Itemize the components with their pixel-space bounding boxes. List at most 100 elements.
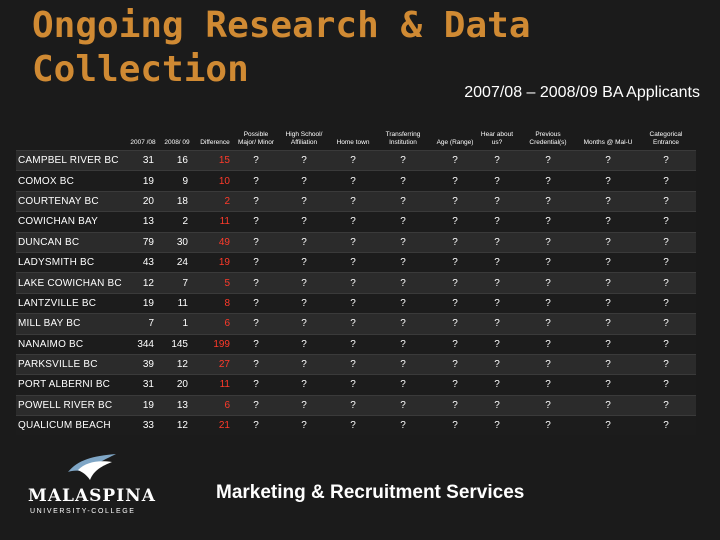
applicant-count-cell: 11 [177, 297, 188, 309]
unknown-value-cell: ? [663, 379, 669, 391]
unknown-value-cell: ? [663, 195, 669, 207]
unknown-value-cell: ? [301, 359, 307, 371]
unknown-value-cell: ? [253, 257, 259, 269]
applicant-count-cell: 43 [142, 257, 154, 269]
applicant-count-cell: 20 [142, 195, 154, 207]
slide-title: Ongoing Research & Data Collection [32, 4, 531, 92]
applicant-count-cell: 12 [176, 420, 188, 432]
applicant-count-cell: 12 [176, 359, 188, 371]
unknown-value-cell: ? [301, 277, 307, 289]
city-name-cell: LADYSMITH BC [18, 257, 95, 269]
column-header: Previous Credential(s) [529, 131, 567, 146]
table-row: MILL BAY BC 7 1 6????????? [16, 313, 696, 335]
column-header: Hear about us? [480, 131, 514, 146]
unknown-value-cell: ? [545, 359, 551, 371]
difference-cell: 2 [224, 195, 230, 207]
applicant-count-cell: 30 [176, 236, 188, 248]
unknown-value-cell: ? [663, 155, 669, 167]
title-line-2: Collection [32, 49, 249, 90]
unknown-value-cell: ? [350, 277, 356, 289]
unknown-value-cell: ? [400, 379, 406, 391]
unknown-value-cell: ? [400, 155, 406, 167]
applicant-count-cell: 39 [142, 359, 154, 371]
unknown-value-cell: ? [494, 379, 500, 391]
unknown-value-cell: ? [494, 236, 500, 248]
difference-cell: 15 [218, 155, 230, 167]
column-header: 2007 /08 [130, 138, 156, 146]
unknown-value-cell: ? [350, 216, 356, 228]
difference-cell: 8 [224, 297, 230, 309]
unknown-value-cell: ? [605, 297, 611, 309]
unknown-value-cell: ? [605, 379, 611, 391]
difference-cell: 11 [219, 216, 230, 228]
unknown-value-cell: ? [545, 297, 551, 309]
unknown-value-cell: ? [605, 155, 611, 167]
applicant-count-cell: 31 [142, 379, 154, 391]
unknown-value-cell: ? [494, 257, 500, 269]
unknown-value-cell: ? [350, 379, 356, 391]
unknown-value-cell: ? [452, 297, 458, 309]
unknown-value-cell: ? [605, 399, 611, 411]
footer-department: Marketing & Recruitment Services [216, 482, 525, 503]
unknown-value-cell: ? [253, 155, 259, 167]
logo-subtitle: UNIVERSITY-COLLEGE [30, 508, 136, 515]
unknown-value-cell: ? [301, 257, 307, 269]
city-name-cell: COMOX BC [18, 175, 75, 187]
unknown-value-cell: ? [350, 195, 356, 207]
unknown-value-cell: ? [663, 359, 669, 371]
applicant-count-cell: 24 [176, 257, 188, 269]
unknown-value-cell: ? [350, 297, 356, 309]
unknown-value-cell: ? [301, 420, 307, 432]
difference-cell: 27 [218, 359, 230, 371]
unknown-value-cell: ? [350, 420, 356, 432]
unknown-value-cell: ? [452, 195, 458, 207]
unknown-value-cell: ? [663, 277, 669, 289]
unknown-value-cell: ? [452, 155, 458, 167]
slide-subtitle: 2007/08 – 2008/09 BA Applicants [464, 84, 700, 101]
unknown-value-cell: ? [605, 195, 611, 207]
city-name-cell: QUALICUM BEACH [18, 420, 111, 432]
unknown-value-cell: ? [605, 318, 611, 330]
applicant-count-cell: 33 [142, 420, 154, 432]
unknown-value-cell: ? [663, 399, 669, 411]
unknown-value-cell: ? [350, 359, 356, 371]
unknown-value-cell: ? [494, 297, 500, 309]
unknown-value-cell: ? [663, 257, 669, 269]
unknown-value-cell: ? [545, 216, 551, 228]
difference-cell: 21 [218, 420, 230, 432]
unknown-value-cell: ? [452, 175, 458, 187]
unknown-value-cell: ? [545, 257, 551, 269]
unknown-value-cell: ? [400, 420, 406, 432]
city-name-cell: PORT ALBERNI BC [18, 379, 111, 391]
unknown-value-cell: ? [545, 420, 551, 432]
unknown-value-cell: ? [494, 175, 500, 187]
unknown-value-cell: ? [301, 216, 307, 228]
unknown-value-cell: ? [253, 338, 259, 350]
applicants-table-container: 2007 /08 2008/ 09 Difference Possible Major… [16, 108, 696, 436]
unknown-value-cell: ? [301, 155, 307, 167]
applicant-count-cell: 7 [182, 277, 188, 289]
column-header: Difference [200, 138, 230, 146]
title-line-1: Ongoing Research & Data [32, 5, 531, 46]
unknown-value-cell: ? [452, 379, 458, 391]
unknown-value-cell: ? [494, 399, 500, 411]
unknown-value-cell: ? [350, 175, 356, 187]
unknown-value-cell: ? [605, 338, 611, 350]
unknown-value-cell: ? [350, 236, 356, 248]
unknown-value-cell: ? [605, 257, 611, 269]
difference-cell: 199 [213, 338, 230, 350]
table-body: CAMPBEL RIVER BC 31 16 15????????? COMOX BC 1… [16, 150, 696, 436]
unknown-value-cell: ? [350, 399, 356, 411]
unknown-value-cell: ? [350, 155, 356, 167]
unknown-value-cell: ? [545, 175, 551, 187]
unknown-value-cell: ? [301, 379, 307, 391]
unknown-value-cell: ? [400, 338, 406, 350]
unknown-value-cell: ? [301, 195, 307, 207]
city-name-cell: DUNCAN BC [18, 236, 80, 248]
unknown-value-cell: ? [545, 379, 551, 391]
column-header: High School/ Affiliation [285, 131, 323, 146]
unknown-value-cell: ? [253, 359, 259, 371]
unknown-value-cell: ? [400, 359, 406, 371]
unknown-value-cell: ? [400, 216, 406, 228]
unknown-value-cell: ? [400, 277, 406, 289]
